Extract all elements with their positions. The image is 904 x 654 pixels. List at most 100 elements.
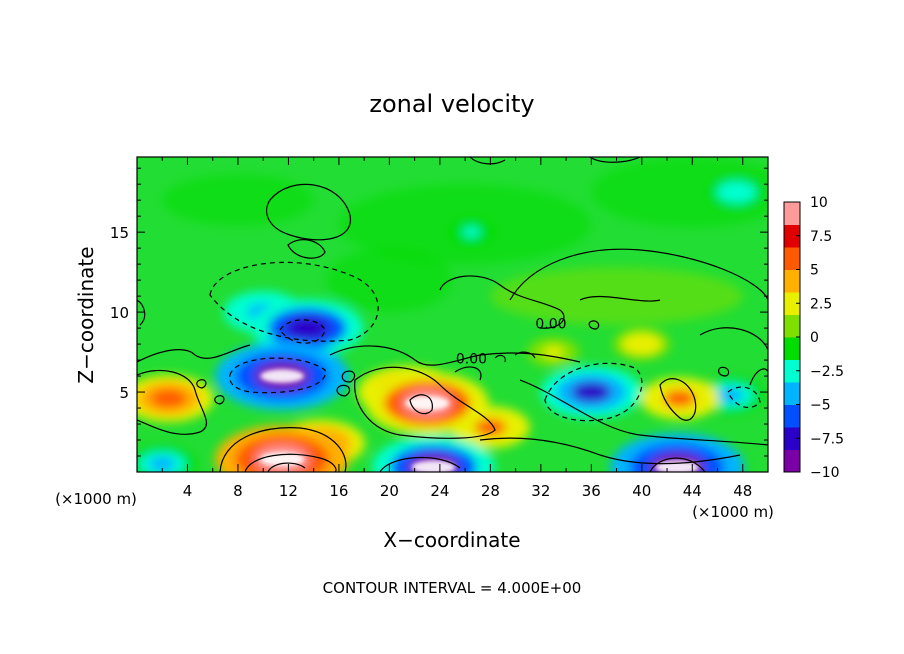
contour-line (329, 345, 581, 366)
field-feature (543, 346, 564, 358)
contour-label: 0.00 (456, 351, 487, 367)
contour-line (209, 261, 379, 342)
plot-frame (136, 156, 769, 473)
contour-line (196, 379, 207, 389)
contour-line (266, 183, 351, 241)
contour-line (287, 239, 326, 259)
contour-labels: 0.00 0.00 (456, 316, 567, 367)
x-tick-label: 24 (430, 482, 449, 500)
x-unit-label-right: (×1000 m) (692, 503, 774, 521)
field-band (162, 174, 314, 226)
colorbar-swatch (784, 404, 800, 428)
colorbar-swatch (784, 202, 800, 225)
colorbar-swatch (784, 292, 800, 315)
field-feature (462, 226, 481, 238)
x-tick-label: 12 (279, 482, 298, 500)
colorbar-tick-label: 10 (810, 195, 828, 211)
y-tick-label: 5 (119, 384, 129, 402)
contour-line (229, 357, 326, 394)
field-feature (630, 337, 654, 351)
contour-line (214, 395, 225, 405)
contour-line (519, 379, 768, 446)
contour-line (439, 275, 565, 329)
contour-line (589, 157, 641, 163)
colorbar-tick-label: 2.5 (810, 296, 832, 312)
x-tick-label: 4 (183, 482, 193, 500)
contour-line (494, 354, 506, 363)
y-axis-title: Z−coordinate (74, 246, 98, 383)
contour-line (469, 157, 506, 165)
contour-line (649, 457, 706, 472)
plot-area: 0.00 0.00 (137, 157, 768, 472)
contour-line (379, 457, 461, 472)
contour-line (409, 394, 433, 415)
field-core (405, 396, 450, 411)
colorbar-swatch (784, 224, 800, 248)
contour-line (336, 384, 351, 397)
x-tick-label: 48 (733, 482, 752, 500)
x-tick-label: 28 (481, 482, 500, 500)
contour-line (727, 386, 761, 409)
contour-line (454, 366, 482, 381)
contour-line (137, 369, 207, 435)
y-tick-label: 10 (110, 304, 129, 322)
x-axis-title: X−coordinate (383, 528, 520, 552)
colorbar: 10 7.5 5 2.5 0 −2.5 −5 −7.5 −10 (783, 195, 844, 481)
contour-line (219, 427, 347, 472)
field-feature (284, 316, 330, 340)
x-tick-label: 40 (632, 482, 651, 500)
contour-line (267, 462, 306, 472)
contour-line (718, 366, 730, 377)
contour-line (579, 295, 661, 302)
colorbar-tick-label: 7.5 (810, 229, 832, 245)
contour-line (588, 320, 600, 330)
colorbar-swatch (784, 359, 800, 383)
x-tick-label: 20 (380, 482, 399, 500)
field-feature (571, 381, 612, 403)
field-feature (148, 456, 176, 472)
x-tick-label: 32 (531, 482, 550, 500)
x-unit-label-left: (×1000 m) (55, 490, 137, 508)
field-feature (663, 390, 696, 407)
colorbar-swatch (784, 269, 800, 293)
colorbar-swatch (784, 337, 800, 360)
colorbar-tick-label: −10 (810, 465, 840, 481)
contour-line (244, 453, 337, 472)
x-tick-label: 36 (582, 482, 601, 500)
contour-line (514, 351, 536, 359)
contour-interval-note: CONTOUR INTERVAL = 4.000E+00 (323, 579, 582, 597)
field-feature (150, 389, 187, 408)
contour-line (544, 362, 643, 422)
contour-line (659, 378, 697, 421)
colorbar-swatch (784, 247, 800, 270)
colorbar-tick-label: −5 (810, 398, 831, 414)
field-band (326, 248, 453, 313)
field-feature (474, 418, 507, 436)
contour-line (479, 437, 741, 465)
field-band (591, 157, 768, 228)
colorbar-swatch (784, 382, 800, 405)
field-core (260, 369, 305, 384)
chart-title: zonal velocity (369, 90, 534, 118)
y-tick-label: 15 (110, 224, 129, 242)
contour-line (341, 370, 356, 383)
colorbar-tick-label: −2.5 (810, 364, 844, 380)
colorbar-swatch (784, 314, 800, 338)
field-feature (725, 185, 748, 199)
x-tick-label: 16 (329, 482, 348, 500)
x-tick-label: 44 (683, 482, 702, 500)
contour-line (749, 368, 768, 386)
colorbar-swatch (784, 427, 800, 450)
contour-label: 0.00 (535, 316, 566, 332)
colorbar-tick-label: −7.5 (810, 431, 844, 447)
colorbar-tick-label: 0 (810, 330, 819, 346)
field-core (411, 460, 456, 472)
contour-line (137, 344, 251, 363)
x-tick-label: 8 (233, 482, 243, 500)
contour-line (354, 366, 496, 439)
colorbar-swatch (784, 449, 800, 473)
contour-line (509, 248, 768, 301)
colorbar-tick-label: 5 (810, 263, 819, 279)
